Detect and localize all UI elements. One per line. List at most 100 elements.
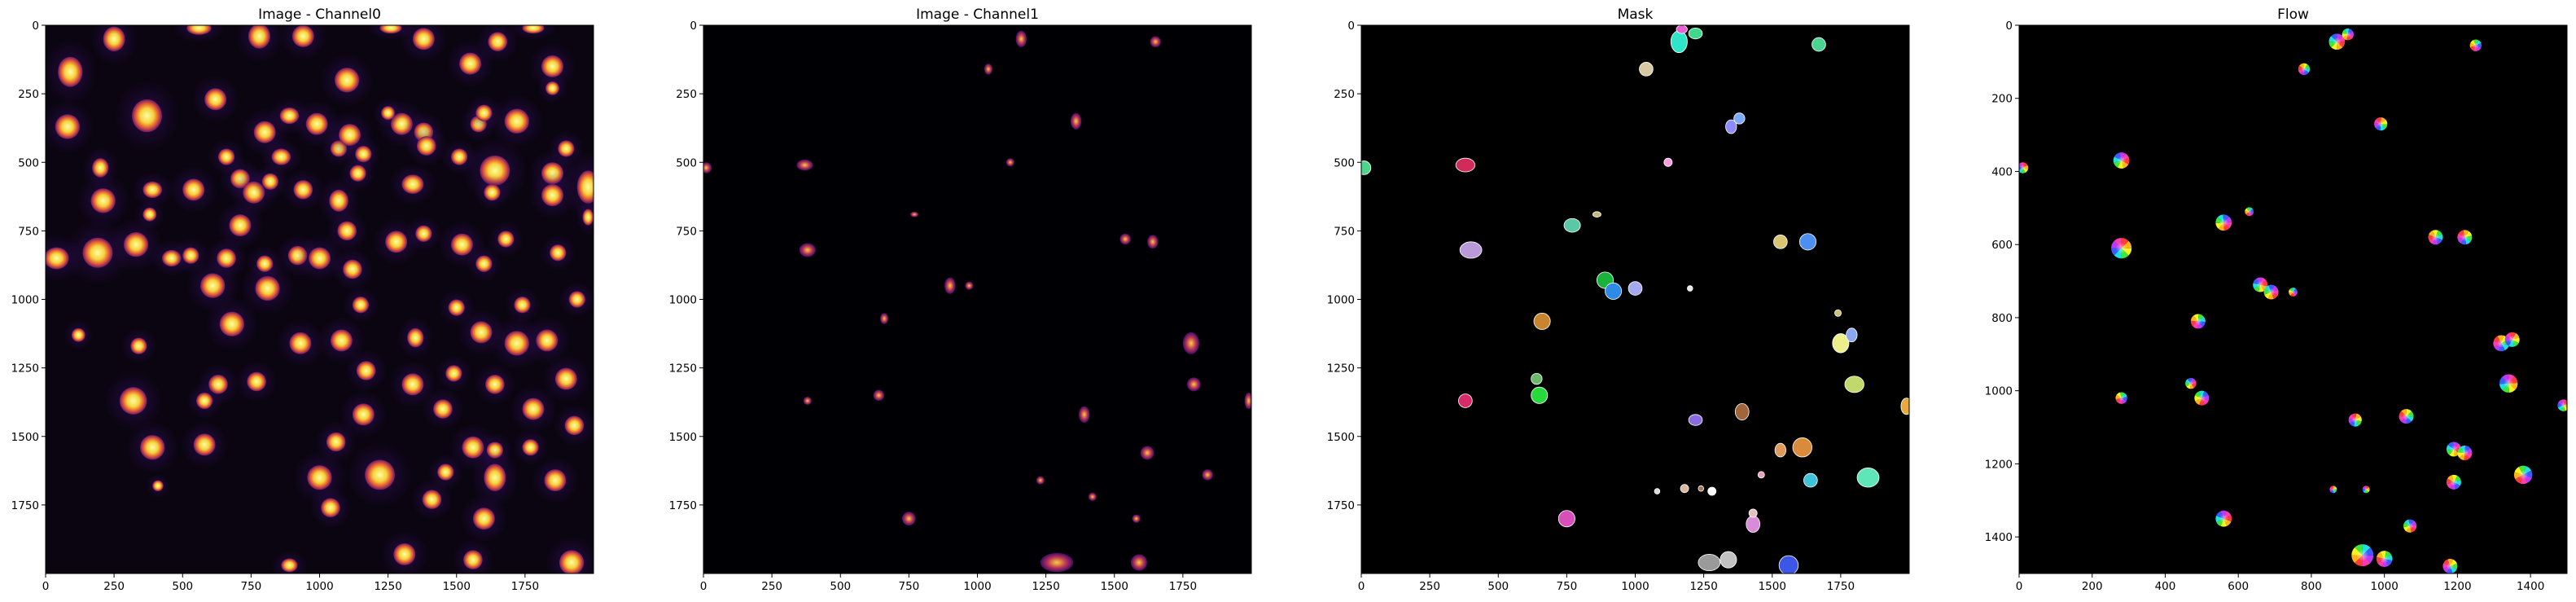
signal-spot xyxy=(944,277,956,294)
nucleus xyxy=(412,28,435,51)
signal-spot xyxy=(901,512,916,526)
nucleus xyxy=(475,104,493,121)
flow-center xyxy=(2406,522,2414,530)
nucleus xyxy=(330,329,353,352)
y-tick-label: 800 xyxy=(1991,312,2013,325)
nucleus xyxy=(55,114,81,139)
signal-spot xyxy=(1140,446,1154,460)
nucleus xyxy=(71,327,85,342)
nucleus xyxy=(349,165,366,182)
image-content xyxy=(2019,29,2567,573)
flow-center xyxy=(2449,445,2458,454)
nucleus xyxy=(416,136,436,156)
nucleus xyxy=(558,140,575,157)
nucleus xyxy=(326,432,346,452)
nucleus xyxy=(401,373,424,396)
nucleus xyxy=(564,415,585,436)
nucleus xyxy=(253,121,276,143)
nucleus xyxy=(385,231,408,253)
nucleus xyxy=(182,178,205,201)
nucleus xyxy=(514,297,531,314)
signal-spot xyxy=(1015,30,1027,47)
nucleus xyxy=(103,26,125,51)
nucleus xyxy=(356,361,376,380)
flow-center xyxy=(2118,394,2125,402)
flow-center xyxy=(2219,514,2228,524)
flow-center xyxy=(2197,393,2206,402)
flow-center xyxy=(2331,487,2336,492)
x-tick-label: 1000 xyxy=(963,580,991,593)
nucleus xyxy=(186,25,212,35)
nucleus xyxy=(219,311,244,336)
mask-region xyxy=(1533,312,1551,330)
mask-region xyxy=(1687,285,1693,292)
nucleus xyxy=(459,52,482,75)
mask-region xyxy=(1748,508,1758,518)
nucleus xyxy=(448,299,465,316)
flow-center xyxy=(2560,402,2567,409)
signal-spot xyxy=(1040,552,1074,573)
nucleus xyxy=(522,439,539,456)
mask-region xyxy=(1803,472,1818,488)
nucleus xyxy=(90,188,116,213)
y-tick-label: 1000 xyxy=(11,294,39,307)
signal-spot xyxy=(799,243,816,257)
mask-region xyxy=(1563,218,1581,233)
signal-spot xyxy=(1036,476,1045,485)
mask-region xyxy=(1459,241,1483,259)
nucleus xyxy=(422,490,442,509)
x-tick-label: 0 xyxy=(1358,580,1365,593)
mask-region xyxy=(1557,510,1575,528)
nucleus xyxy=(559,550,585,573)
nucleus xyxy=(281,558,298,573)
mask-region xyxy=(1844,376,1864,393)
y-tick-label: 1750 xyxy=(669,499,697,512)
nucleus xyxy=(291,25,314,47)
y-tick-label: 400 xyxy=(1991,165,2013,178)
axes-frame xyxy=(2018,24,2568,574)
y-tick-label: 200 xyxy=(1991,93,2013,106)
signal-spot xyxy=(873,389,885,402)
nucleus xyxy=(247,371,266,392)
flow-center xyxy=(2256,280,2265,289)
flow-center xyxy=(2460,233,2469,242)
x-tick-label: 250 xyxy=(761,580,782,593)
nucleus xyxy=(401,174,424,194)
image-content xyxy=(703,30,1251,573)
nucleus xyxy=(193,433,216,456)
nucleus xyxy=(343,259,362,279)
nucleus xyxy=(544,469,567,492)
nucleus xyxy=(140,435,165,460)
nucleus xyxy=(582,209,594,226)
mask-region xyxy=(1792,437,1812,458)
flow-center xyxy=(2344,31,2351,38)
nucleus xyxy=(321,498,340,518)
y-tick-label: 500 xyxy=(676,156,697,169)
x-tick-label: 200 xyxy=(2082,580,2103,593)
y-tick-label: 1250 xyxy=(669,363,697,376)
flow-center xyxy=(2188,380,2194,387)
flow-center xyxy=(2377,120,2385,128)
y-tick-label: 1000 xyxy=(669,294,697,307)
mask-region xyxy=(1733,112,1746,125)
nucleus xyxy=(550,244,567,261)
y-tick-label: 1500 xyxy=(11,431,39,444)
mask-region xyxy=(1592,211,1601,218)
flow-center xyxy=(2117,156,2127,165)
nucleus xyxy=(256,255,274,272)
signal-spot xyxy=(1130,554,1148,571)
nucleus xyxy=(522,25,545,34)
flow-center xyxy=(2219,218,2228,227)
nucleus xyxy=(379,25,402,34)
panel-4: Flow 0 200 400 600 800 1000 1200 1400 0 200 400 600 8… xyxy=(1985,7,2568,593)
flow-center xyxy=(2301,65,2307,73)
x-tick-label: 1000 xyxy=(305,580,333,593)
mask-region xyxy=(1778,555,1799,573)
signal-spot xyxy=(1244,392,1251,410)
nucleus xyxy=(131,99,163,133)
signal-spot xyxy=(1070,112,1082,130)
y-tick-label: 500 xyxy=(18,156,39,169)
axes-title: Image - Channel1 xyxy=(916,7,1039,23)
mask-region xyxy=(1757,471,1765,479)
mask-region xyxy=(1698,485,1705,492)
